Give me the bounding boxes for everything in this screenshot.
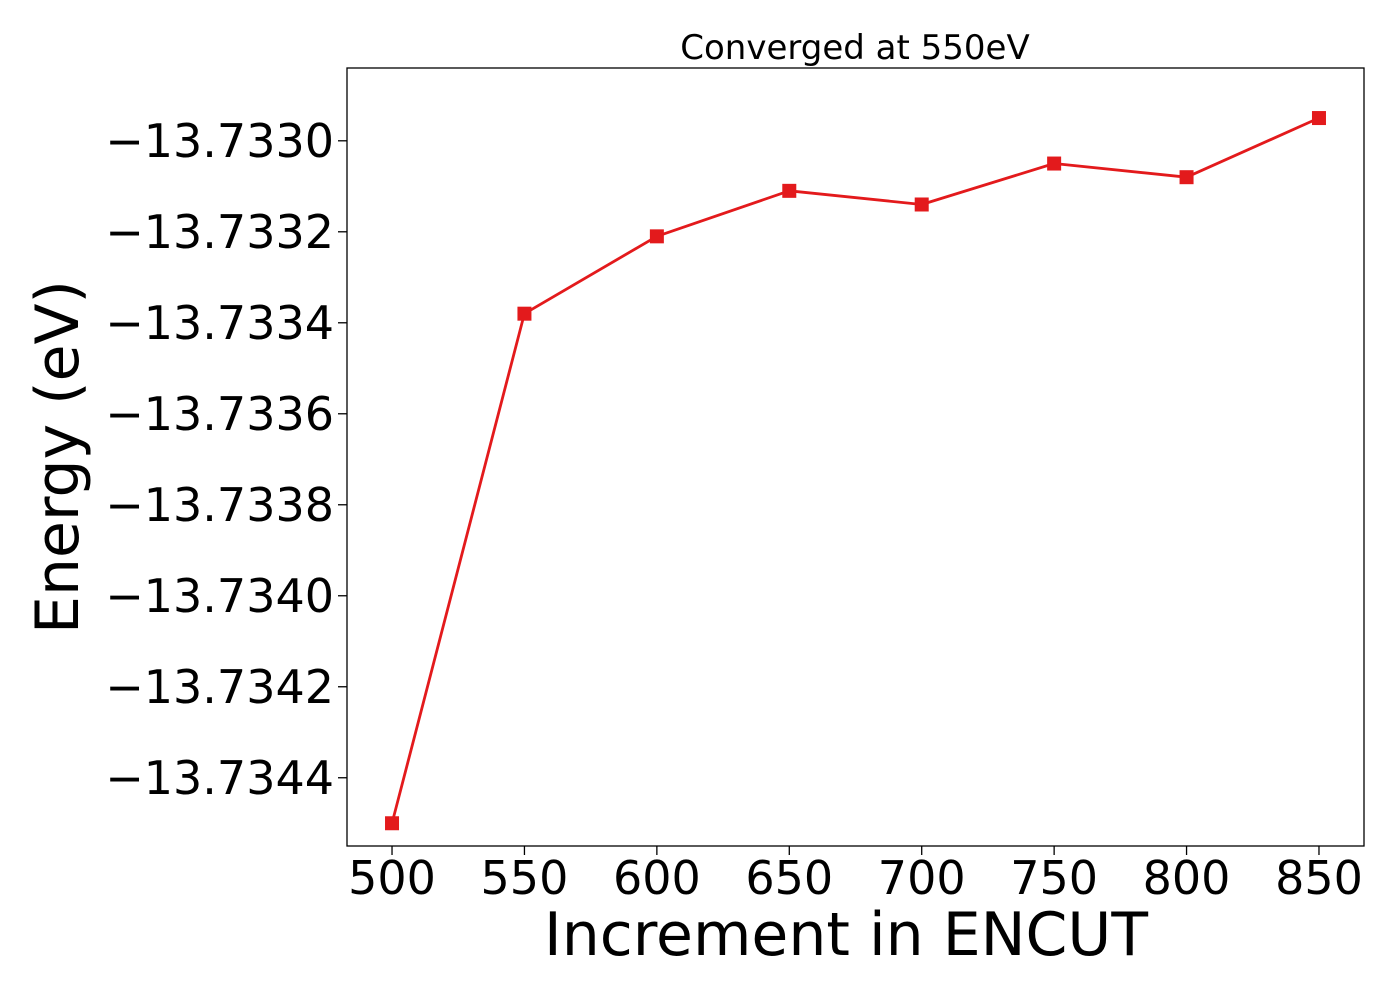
data-point-marker (782, 183, 797, 198)
x-tick-label: 650 (745, 851, 833, 905)
y-tick-label: −13.7332 (105, 205, 334, 259)
chart-title: Converged at 550eV (680, 28, 1029, 68)
x-tick-label: 600 (613, 851, 701, 905)
y-axis-title: Energy (eV) (23, 280, 93, 634)
y-tick-label: −13.7338 (105, 478, 334, 532)
y-tick-label: −13.7334 (105, 296, 334, 350)
x-axis-title: Increment in ENCUT (544, 900, 1148, 970)
x-tick-label: 500 (348, 851, 436, 905)
data-point-marker (1311, 111, 1326, 126)
y-tick-label: −13.7342 (105, 660, 334, 714)
y-axis-ticks: −13.7330 −13.7332 −13.7334 −13.7336 −13.7338… (105, 114, 347, 805)
data-point-marker (1047, 156, 1062, 171)
data-point-marker (517, 306, 532, 321)
y-tick-label: −13.7330 (105, 114, 334, 168)
data-point-marker (914, 197, 929, 212)
x-tick-label: 750 (1010, 851, 1098, 905)
x-tick-label: 850 (1275, 851, 1363, 905)
series-layer (385, 111, 1326, 831)
x-axis-ticks: 500 550 600 650 700 750 800 850 (348, 846, 1363, 905)
data-point-marker (1179, 170, 1194, 185)
x-tick-label: 550 (481, 851, 569, 905)
y-tick-label: −13.7344 (105, 751, 334, 805)
plot-frame (346, 67, 1365, 847)
data-point-marker (649, 229, 664, 244)
x-tick-label: 800 (1143, 851, 1231, 905)
y-tick-label: −13.7336 (105, 387, 334, 441)
x-tick-label: 700 (878, 851, 966, 905)
y-tick-label: −13.7340 (105, 569, 334, 623)
data-point-marker (385, 816, 400, 831)
energy-series-line (390, 116, 1320, 824)
